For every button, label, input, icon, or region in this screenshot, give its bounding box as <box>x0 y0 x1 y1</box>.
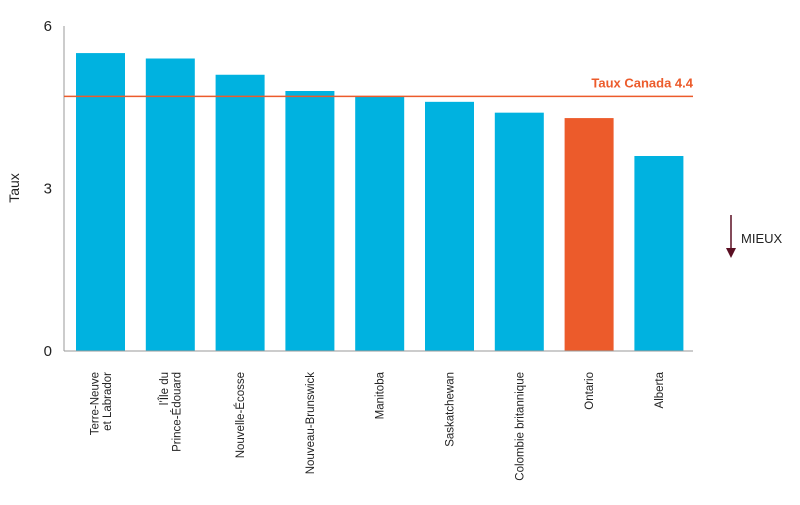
down-arrow-head-icon <box>726 248 736 258</box>
x-tick-label-0-line-1: et Labrador <box>102 372 114 431</box>
x-tick-label-2: Nouvelle-Écosse <box>234 372 247 458</box>
bar-2 <box>215 74 265 351</box>
x-tick-label-4: Manitoba <box>375 371 387 419</box>
y-axis-title: Taux <box>6 173 22 203</box>
better-indicator-label: MIEUX <box>741 231 783 246</box>
bar-5 <box>425 101 474 351</box>
y-tick-label-0: 0 <box>44 343 52 360</box>
bar-1 <box>145 58 195 351</box>
bars-group <box>76 53 684 352</box>
bar-7 <box>564 118 614 351</box>
reference-line-label: Taux Canada 4.4 <box>591 75 693 90</box>
x-labels-group: Terre-Neuve et Labrador l’Île du Prince-Édo… <box>89 371 666 480</box>
bar-6 <box>494 112 544 352</box>
x-tick-label-1-line-1: Prince-Édouard <box>171 372 184 452</box>
bar-0 <box>76 53 125 351</box>
better-indicator: MIEUX <box>726 215 783 258</box>
y-ticks-group: 0 3 6 <box>44 18 52 360</box>
x-tick-label-1-line-0: l’Île du <box>158 372 171 405</box>
bar-8 <box>634 156 684 351</box>
x-tick-label-7: Ontario <box>584 372 596 410</box>
bar-4 <box>355 96 405 352</box>
x-tick-label-3: Nouveau-Brunswick <box>305 372 317 475</box>
bar-3 <box>285 91 335 351</box>
x-tick-label-8: Alberta <box>654 371 666 408</box>
x-tick-label-5: Saskatchewan <box>445 372 457 447</box>
x-tick-label-6: Colombie britannique <box>514 372 526 481</box>
y-tick-label-6: 6 <box>44 18 52 35</box>
y-tick-label-3: 3 <box>44 181 52 198</box>
x-tick-label-0-line-0: Terre-Neuve <box>89 372 101 435</box>
